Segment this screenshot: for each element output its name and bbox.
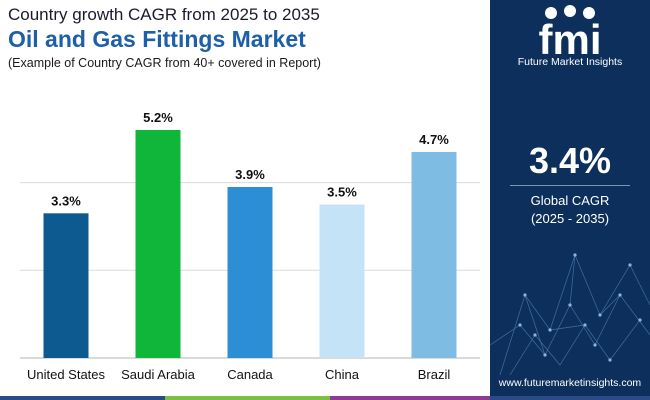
x-tick-label: Canada — [227, 367, 273, 382]
strip-segment — [165, 396, 330, 400]
brand-name: Future Market Insights — [517, 56, 623, 68]
bar-brazil — [411, 151, 457, 358]
global-cagr-label-line1: Global CAGR — [530, 193, 610, 208]
data-label: 3.5% — [327, 185, 357, 200]
fmi-logo: fmi Future Market Insights — [490, 0, 650, 80]
side-panel: fmi Future Market Insights 3.4% Global C… — [490, 0, 650, 400]
bar-chart-svg: 3.3% United States 5.2% Saudi Arabia 3.9% Can… — [20, 110, 480, 382]
bar-saudi-arabia — [135, 130, 181, 358]
website-link[interactable]: www.futuremarketinsights.com — [498, 377, 642, 389]
strip-segment — [330, 396, 490, 400]
x-tick-label: Brazil — [418, 367, 451, 382]
bar-chart: 3.3% United States 5.2% Saudi Arabia 3.9% Can… — [0, 88, 490, 388]
global-cagr-label: Global CAGR (2025 - 2035) — [490, 192, 650, 228]
fmi-logo-mark: fmi — [539, 5, 602, 63]
strip-segment — [490, 396, 650, 400]
strip-segment — [0, 396, 165, 400]
logo-letters: fmi — [539, 16, 602, 60]
network-decoration — [490, 253, 650, 375]
bar-united-states — [43, 213, 89, 358]
chart-subtitle: Country growth CAGR from 2025 to 2035 — [8, 5, 320, 24]
chart-header: Country growth CAGR from 2025 to 2035 Oi… — [0, 0, 490, 80]
global-cagr-label-line2: (2025 - 2035) — [530, 211, 610, 226]
data-label: 4.7% — [419, 132, 449, 147]
x-tick-label: Saudi Arabia — [121, 367, 195, 382]
bar-canada — [227, 187, 273, 358]
x-tick-label: China — [325, 367, 360, 382]
panel-divider — [510, 185, 630, 186]
data-label: 3.9% — [235, 167, 265, 182]
x-tick-label: United States — [27, 367, 106, 382]
chart-note: (Example of Country CAGR from 40+ covere… — [8, 56, 321, 70]
bottom-color-strip — [0, 396, 650, 400]
chart-title: Oil and Gas Fittings Market — [8, 26, 306, 52]
data-label: 5.2% — [143, 110, 173, 125]
data-label: 3.3% — [51, 193, 81, 208]
bar-china — [319, 204, 365, 358]
global-cagr-value: 3.4% — [528, 140, 612, 181]
